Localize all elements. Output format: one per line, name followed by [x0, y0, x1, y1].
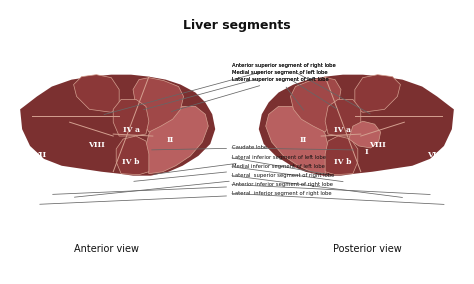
Polygon shape — [349, 121, 381, 148]
Text: V: V — [93, 189, 100, 197]
Text: VIII: VIII — [88, 141, 105, 149]
Text: Anterior inferior segment of right lobe: Anterior inferior segment of right lobe — [53, 182, 333, 194]
Text: IV a: IV a — [123, 126, 139, 134]
Text: Medial inferior segment of left lobe: Medial inferior segment of left lobe — [134, 164, 325, 181]
Text: V: V — [374, 189, 381, 197]
Text: IV a: IV a — [335, 126, 351, 134]
Text: IV b: IV b — [122, 158, 140, 166]
Text: Anterior superior segment of right lobe: Anterior superior segment of right lobe — [104, 63, 336, 114]
Text: Lateral  superior segment of right lobe: Lateral superior segment of right lobe — [74, 173, 335, 197]
Text: VI: VI — [49, 195, 59, 203]
Text: Medial superior segment of left lobe: Medial superior segment of left lobe — [232, 70, 337, 109]
Polygon shape — [73, 75, 119, 112]
Polygon shape — [325, 99, 361, 136]
Polygon shape — [133, 78, 183, 132]
Text: Liver segments: Liver segments — [183, 19, 291, 32]
Text: I: I — [365, 148, 368, 156]
Polygon shape — [355, 75, 401, 112]
Text: Medial superior segment of left lobe: Medial superior segment of left lobe — [144, 70, 328, 110]
Polygon shape — [291, 78, 341, 132]
Text: III: III — [310, 174, 321, 182]
Text: II: II — [300, 136, 307, 144]
Polygon shape — [116, 136, 149, 175]
Polygon shape — [20, 75, 215, 176]
Text: Lateral superior segment of left lobe: Lateral superior segment of left lobe — [171, 77, 329, 112]
Text: Lateral  inferior segment of right lobe: Lateral inferior segment of right lobe — [40, 191, 332, 204]
Text: VII: VII — [428, 151, 441, 159]
Polygon shape — [325, 136, 358, 175]
Polygon shape — [146, 106, 208, 174]
Polygon shape — [113, 99, 149, 136]
Text: Anterior superior segment of right lobe: Anterior superior segment of right lobe — [232, 63, 370, 114]
Text: VI: VI — [415, 195, 425, 203]
Text: Posterior view: Posterior view — [333, 244, 402, 254]
Polygon shape — [266, 106, 328, 174]
Polygon shape — [259, 75, 454, 176]
Text: Lateral inferior segment of left lobe: Lateral inferior segment of left lobe — [154, 155, 326, 174]
Text: Caudate lobe: Caudate lobe — [152, 145, 267, 151]
Text: Anterior view: Anterior view — [74, 244, 139, 254]
Text: VII: VII — [33, 151, 46, 159]
Text: IV b: IV b — [334, 158, 352, 166]
Text: III: III — [153, 174, 164, 182]
Text: II: II — [167, 136, 174, 144]
Text: Lateral superior segment of left lobe: Lateral superior segment of left lobe — [232, 77, 329, 110]
Text: VIII: VIII — [369, 141, 386, 149]
